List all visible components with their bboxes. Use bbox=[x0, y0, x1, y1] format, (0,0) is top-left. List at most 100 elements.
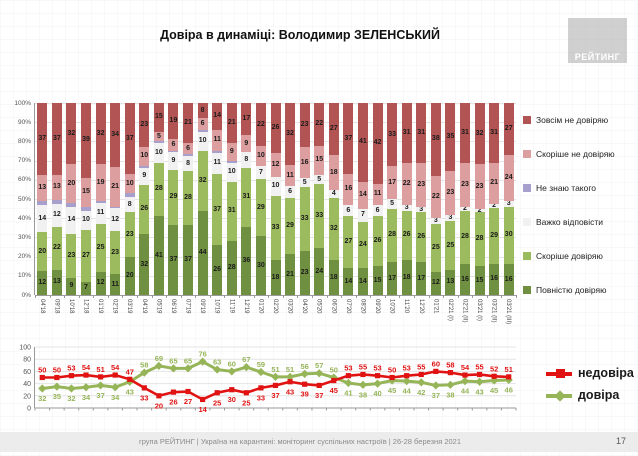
legend-item: Скоріше не довіряю bbox=[523, 148, 638, 160]
distrust-value-label: 60 bbox=[432, 359, 440, 368]
bar-segment bbox=[124, 256, 135, 295]
trust-point bbox=[446, 380, 455, 389]
bar-segment bbox=[212, 129, 223, 151]
bar-segment bbox=[81, 177, 91, 207]
bar-segment-label: 42 bbox=[373, 139, 382, 147]
bar-segment bbox=[226, 162, 237, 182]
x-axis-tick bbox=[209, 295, 211, 298]
trust-value-label: 41 bbox=[344, 388, 352, 397]
bar-segment bbox=[270, 176, 281, 197]
bar-segment bbox=[168, 224, 179, 295]
bar-segment-label: 29 bbox=[490, 231, 499, 239]
bar-segment-label: 27 bbox=[329, 125, 338, 133]
bar-segment bbox=[328, 155, 339, 191]
bar-segment bbox=[212, 174, 223, 246]
trust-point bbox=[417, 378, 426, 387]
distrust-point bbox=[112, 372, 118, 378]
bar-segment-label: 10 bbox=[271, 182, 280, 190]
bar-segment-label: 10 bbox=[154, 148, 163, 156]
bar-segment-label: 10 bbox=[198, 137, 207, 145]
bar-segment bbox=[474, 266, 485, 295]
trust-point bbox=[300, 369, 309, 378]
x-axis-tick bbox=[443, 295, 445, 298]
trust-point bbox=[358, 380, 368, 389]
bar-segment-label: 20 bbox=[67, 179, 76, 187]
trust-point bbox=[67, 384, 76, 393]
y-axis-label: 40% bbox=[17, 214, 31, 222]
y-axis-label: 60% bbox=[17, 176, 31, 184]
y-axis-label: 30% bbox=[17, 233, 31, 241]
bar-segment-label: 23 bbox=[67, 251, 76, 259]
bar-segment-label: 9 bbox=[142, 172, 147, 180]
bar-segment bbox=[430, 218, 441, 224]
x-axis-tick bbox=[516, 295, 517, 298]
distrust-value-label: 50 bbox=[53, 366, 61, 375]
category-label: 02'19 bbox=[111, 299, 118, 314]
x-axis-tick bbox=[297, 295, 299, 298]
bar-segment-label: 13 bbox=[52, 183, 61, 191]
bar-segment bbox=[241, 103, 252, 136]
bar-segment-label: 32 bbox=[329, 225, 338, 233]
distrust-value-label: 55 bbox=[359, 362, 367, 371]
bar-segment bbox=[314, 248, 325, 295]
bar-segment-label: 21 bbox=[286, 270, 294, 278]
legend-swatch-icon bbox=[523, 286, 531, 294]
distrust-value-label: 26 bbox=[169, 398, 177, 407]
bar-segment bbox=[416, 262, 427, 295]
bar-segment-label: 23 bbox=[300, 268, 309, 276]
distrust-point bbox=[287, 379, 293, 385]
bar-segment bbox=[285, 186, 296, 199]
distrust-point bbox=[360, 371, 366, 378]
y-axis-label: 80% bbox=[17, 137, 31, 145]
bar-segment bbox=[372, 204, 383, 217]
bar-segment-label: 23 bbox=[125, 230, 134, 238]
bar-segment bbox=[124, 212, 135, 257]
bar-segment bbox=[503, 200, 514, 207]
bar-segment-label: 22 bbox=[431, 193, 440, 201]
bar-segment-label: 5 bbox=[390, 199, 395, 207]
bar-segment bbox=[139, 146, 150, 166]
legend-item: Не знаю такого bbox=[523, 182, 638, 194]
trust-value-label: 32 bbox=[38, 394, 46, 403]
trust-point bbox=[227, 367, 236, 376]
bar-segment bbox=[226, 181, 237, 242]
distrust-value-label: 33 bbox=[257, 393, 265, 402]
bar-segment-label: 9 bbox=[229, 147, 234, 155]
bar-segment bbox=[110, 167, 121, 207]
x-axis-tick bbox=[107, 295, 109, 298]
bar-segment-label: 25 bbox=[431, 243, 440, 251]
bar-segment-label: 14 bbox=[359, 191, 367, 199]
bar-segment-label: 19 bbox=[96, 178, 105, 186]
x-axis-tick bbox=[122, 295, 124, 298]
bar-segment bbox=[357, 181, 368, 209]
bar-segment bbox=[489, 207, 500, 264]
bar-segment bbox=[66, 277, 77, 295]
bar-segment bbox=[81, 103, 91, 178]
bar-segment-label: 8 bbox=[244, 156, 249, 164]
page-title: Довіра в динаміці: Володимир ЗЕЛЕНСЬКИЙ bbox=[160, 28, 440, 42]
bar-segment bbox=[212, 103, 223, 130]
bar-segment-label: 11 bbox=[96, 209, 105, 217]
bar-segment-label: 16 bbox=[490, 275, 499, 283]
bar-segment-label: 25 bbox=[96, 243, 105, 251]
bar-segment-label: 29 bbox=[257, 203, 265, 211]
trust-point bbox=[111, 383, 120, 392]
x-axis-tick bbox=[137, 295, 139, 298]
bar-segment-label: 8 bbox=[200, 106, 205, 114]
category-label: 09'20 bbox=[374, 299, 381, 314]
bar-segment bbox=[430, 223, 441, 272]
bar-segment-label: 13 bbox=[52, 278, 61, 286]
trust-value-label: 63 bbox=[213, 358, 221, 367]
trust-point bbox=[344, 378, 353, 388]
bar-segment bbox=[51, 227, 62, 270]
bar-segment bbox=[459, 162, 470, 207]
distrust-value-label: 25 bbox=[242, 398, 250, 407]
bar-segment-label: 8 bbox=[127, 200, 132, 208]
bar-segment bbox=[124, 197, 135, 213]
bar-segment bbox=[459, 264, 470, 295]
bar-segment bbox=[387, 166, 398, 199]
bar-segment bbox=[51, 174, 62, 200]
category-label: 10'20 bbox=[388, 299, 395, 314]
bar-segment bbox=[387, 199, 398, 209]
